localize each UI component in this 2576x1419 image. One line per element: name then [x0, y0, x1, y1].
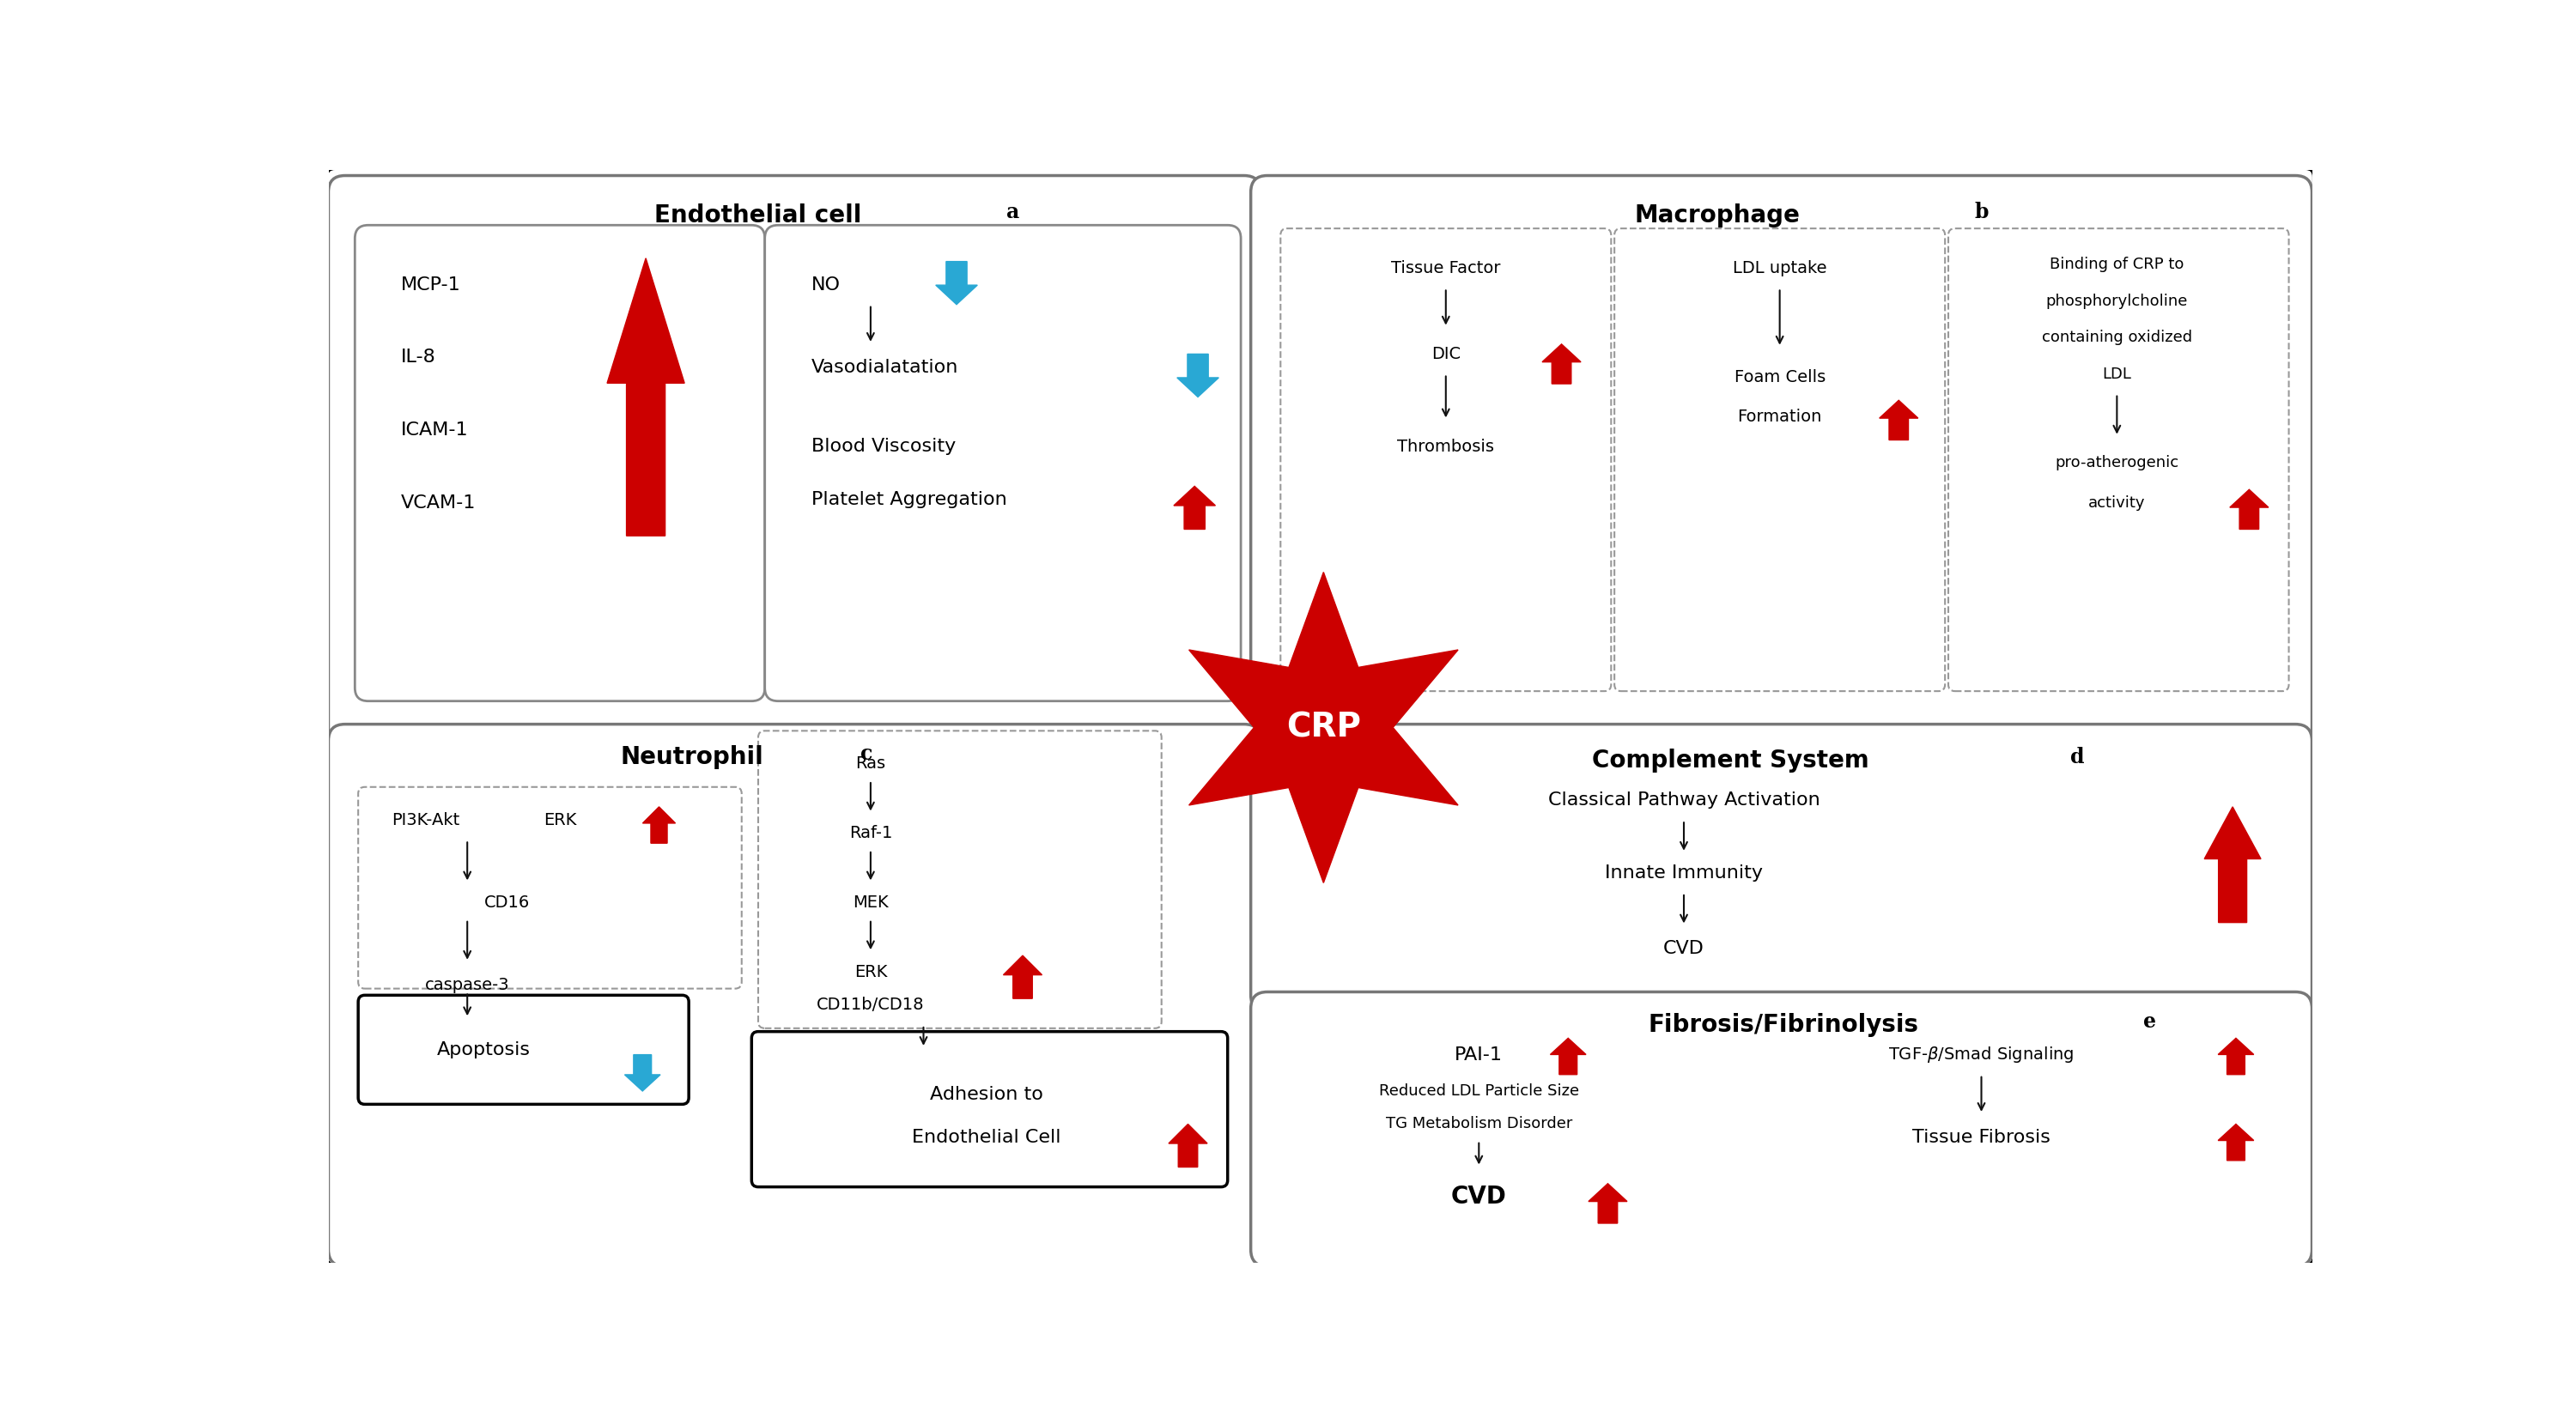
Text: Fibrosis/Fibrinolysis: Fibrosis/Fibrinolysis — [1649, 1013, 1919, 1037]
Text: Thrombosis: Thrombosis — [1396, 438, 1494, 454]
Polygon shape — [1002, 955, 1043, 999]
Text: Formation: Formation — [1736, 409, 1821, 424]
FancyBboxPatch shape — [325, 167, 2316, 1266]
Text: TG Metabolism Disorder: TG Metabolism Disorder — [1386, 1117, 1571, 1132]
Text: phosphorylcholine: phosphorylcholine — [2045, 294, 2187, 309]
FancyBboxPatch shape — [355, 226, 765, 701]
Text: Vasodialatation: Vasodialatation — [811, 359, 958, 376]
Text: pro-atherogenic: pro-atherogenic — [2056, 455, 2179, 471]
Polygon shape — [1175, 487, 1216, 529]
Text: MCP-1: MCP-1 — [402, 277, 461, 294]
Text: CD16: CD16 — [484, 894, 531, 911]
Text: Raf-1: Raf-1 — [850, 824, 891, 841]
Text: Innate Immunity: Innate Immunity — [1605, 864, 1762, 881]
FancyBboxPatch shape — [752, 1032, 1229, 1186]
Text: Foam Cells: Foam Cells — [1734, 369, 1826, 386]
Text: Apoptosis: Apoptosis — [438, 1042, 531, 1059]
Text: PAI-1: PAI-1 — [1455, 1046, 1502, 1063]
Polygon shape — [2218, 1124, 2254, 1161]
Text: activity: activity — [2089, 495, 2146, 511]
Text: CRP: CRP — [1285, 711, 1360, 744]
FancyBboxPatch shape — [1252, 176, 2313, 744]
Text: Complement System: Complement System — [1592, 749, 1868, 772]
Text: LDL: LDL — [2102, 366, 2130, 382]
Text: ICAM-1: ICAM-1 — [402, 421, 469, 438]
FancyBboxPatch shape — [358, 788, 742, 989]
Text: d: d — [2071, 746, 2084, 768]
Text: Endothelial cell: Endothelial cell — [654, 203, 863, 227]
FancyBboxPatch shape — [1947, 228, 2290, 691]
Text: Reduced LDL Particle Size: Reduced LDL Particle Size — [1378, 1083, 1579, 1098]
Text: Classical Pathway Activation: Classical Pathway Activation — [1548, 792, 1819, 809]
FancyBboxPatch shape — [1615, 228, 1945, 691]
Text: CD11b/CD18: CD11b/CD18 — [817, 998, 925, 1013]
Polygon shape — [935, 261, 976, 305]
Polygon shape — [608, 258, 685, 536]
Polygon shape — [1190, 572, 1458, 883]
FancyBboxPatch shape — [1252, 724, 2313, 1012]
Text: Ras: Ras — [855, 756, 886, 772]
Text: MEK: MEK — [853, 894, 889, 911]
Text: Endothelial Cell: Endothelial Cell — [912, 1128, 1061, 1147]
Text: Macrophage: Macrophage — [1633, 203, 1801, 227]
Text: TGF-$\beta$/Smad Signaling: TGF-$\beta$/Smad Signaling — [1888, 1044, 2074, 1064]
Text: DIC: DIC — [1432, 346, 1461, 362]
Text: LDL uptake: LDL uptake — [1734, 260, 1826, 277]
Text: PI3K-Akt: PI3K-Akt — [392, 812, 459, 829]
Polygon shape — [2218, 1039, 2254, 1074]
Polygon shape — [1170, 1124, 1208, 1166]
FancyBboxPatch shape — [358, 995, 688, 1104]
Polygon shape — [1880, 400, 1919, 440]
FancyBboxPatch shape — [330, 724, 1260, 1266]
Text: Neutrophil: Neutrophil — [621, 745, 762, 769]
Polygon shape — [2231, 490, 2269, 529]
Text: VCAM-1: VCAM-1 — [402, 494, 477, 511]
Polygon shape — [641, 807, 675, 843]
Text: Binding of CRP to: Binding of CRP to — [2050, 257, 2184, 272]
Text: b: b — [1976, 201, 1989, 223]
Polygon shape — [2205, 807, 2262, 922]
Polygon shape — [1543, 345, 1582, 383]
Text: Tissue Fibrosis: Tissue Fibrosis — [1911, 1128, 2050, 1147]
Text: a: a — [1007, 201, 1020, 223]
FancyBboxPatch shape — [765, 226, 1242, 701]
Polygon shape — [1551, 1039, 1587, 1074]
FancyBboxPatch shape — [757, 731, 1162, 1029]
Text: e: e — [2143, 1012, 2156, 1032]
Text: Adhesion to: Adhesion to — [930, 1086, 1043, 1103]
Text: Blood Viscosity: Blood Viscosity — [811, 438, 956, 455]
Text: NO: NO — [811, 277, 840, 294]
Text: IL-8: IL-8 — [402, 349, 435, 366]
Text: ERK: ERK — [855, 964, 886, 981]
Text: CVD: CVD — [1450, 1185, 1507, 1209]
FancyBboxPatch shape — [1252, 992, 2313, 1266]
FancyBboxPatch shape — [1280, 228, 1610, 691]
Text: ERK: ERK — [544, 812, 577, 829]
Text: Tissue Factor: Tissue Factor — [1391, 260, 1502, 277]
Text: Platelet Aggregation: Platelet Aggregation — [811, 491, 1007, 508]
Text: CVD: CVD — [1664, 941, 1705, 958]
Text: containing oxidized: containing oxidized — [2043, 329, 2192, 345]
Text: caspase-3: caspase-3 — [425, 978, 510, 993]
Polygon shape — [623, 1054, 659, 1091]
Text: c: c — [860, 744, 873, 765]
Polygon shape — [1589, 1183, 1628, 1223]
FancyBboxPatch shape — [330, 176, 1260, 744]
Polygon shape — [1177, 353, 1218, 397]
